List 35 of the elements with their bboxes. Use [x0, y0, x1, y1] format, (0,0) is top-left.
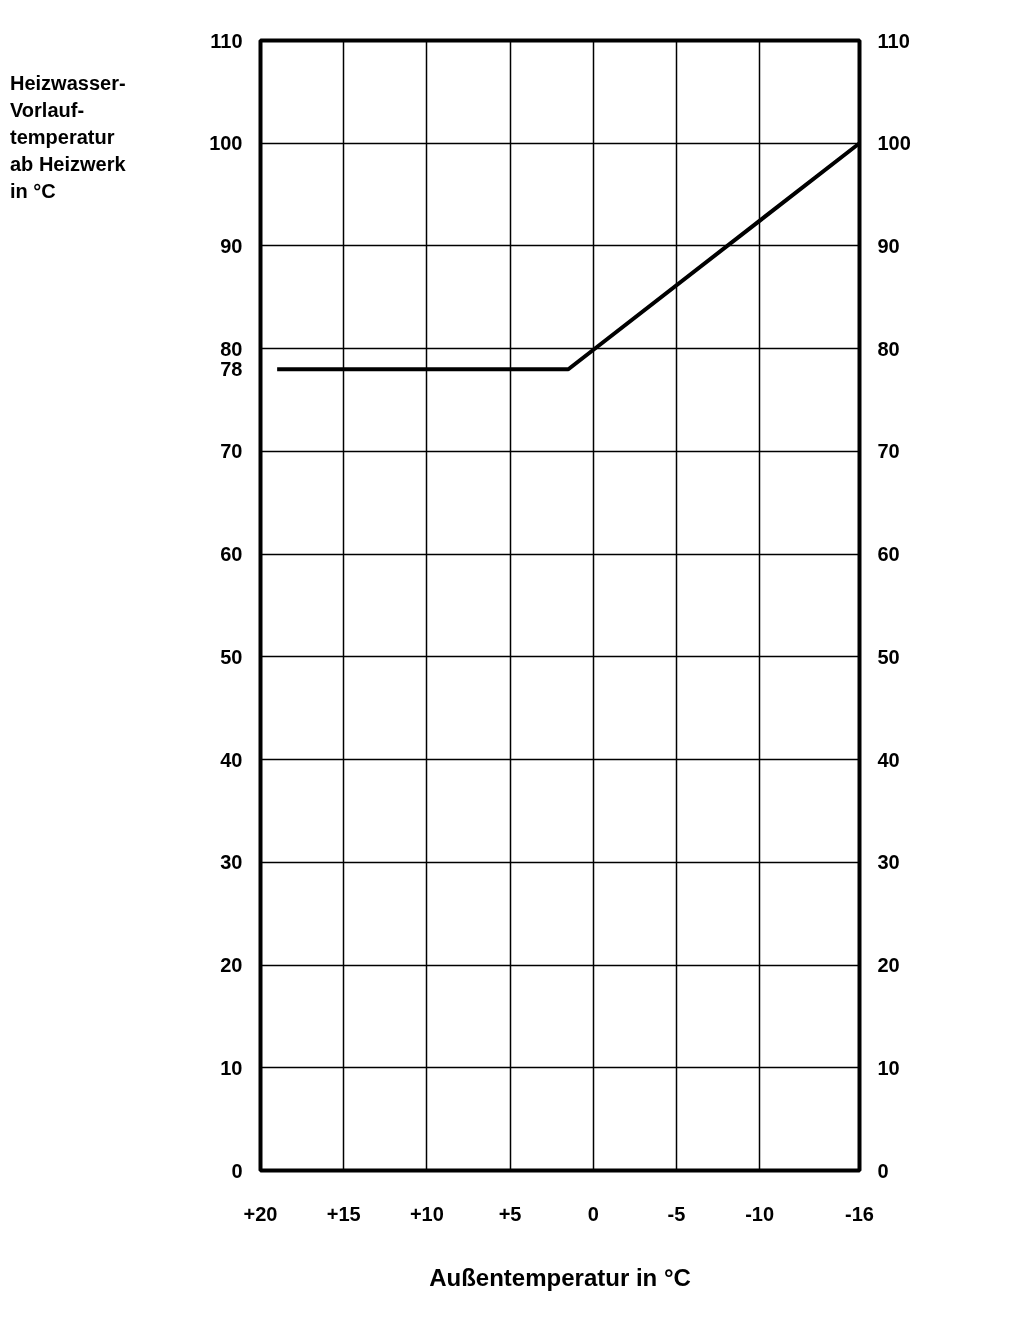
text: Heizwasser- Vorlauf- temperatur ab Heizwerk in °C: [10, 71, 126, 204]
y-tick-label: 10: [220, 1056, 243, 1079]
x-tick-label: -10: [745, 1202, 775, 1225]
y-tick-label: 100: [209, 132, 243, 155]
y-tick-label: 110: [210, 29, 243, 52]
y-tick-label: 90: [220, 234, 243, 257]
y-tick-label: 60: [220, 543, 243, 566]
y2-tick-label: 40: [877, 748, 900, 771]
x-tick-label: +10: [409, 1202, 444, 1225]
y-tick-label: 50: [220, 645, 243, 668]
x-tick-label: +20: [243, 1202, 278, 1225]
y2-tick-label: 50: [877, 645, 900, 668]
y-tick-label: 30: [220, 851, 243, 874]
y2-tick-label: 80: [877, 337, 900, 360]
y-tick-label: 78: [220, 358, 243, 381]
y-tick-label: 40: [220, 748, 243, 771]
y2-tick-label: 90: [877, 234, 900, 257]
y-tick-label: 70: [220, 440, 243, 463]
y-tick-label: 0: [231, 1159, 243, 1182]
x-tick-label: +5: [498, 1202, 522, 1225]
x-tick-label: -5: [667, 1202, 686, 1225]
y2-tick-label: 30: [877, 851, 900, 874]
x-tick-label: +15: [326, 1202, 361, 1225]
y2-tick-label: 20: [877, 954, 900, 977]
y2-tick-label: 0: [877, 1159, 889, 1182]
y2-tick-label: 110: [877, 29, 910, 52]
x-axis-title: Außentemperatur in °C: [429, 1263, 691, 1291]
y2-tick-label: 100: [877, 132, 911, 155]
y-tick-label: 80: [220, 337, 243, 360]
y-tick-label: 20: [220, 954, 243, 977]
y2-tick-label: 60: [877, 543, 900, 566]
x-tick-label: -16: [845, 1202, 874, 1225]
x-tick-label: 0: [587, 1202, 599, 1225]
y2-tick-label: 10: [877, 1056, 900, 1079]
y2-tick-label: 70: [877, 440, 900, 463]
